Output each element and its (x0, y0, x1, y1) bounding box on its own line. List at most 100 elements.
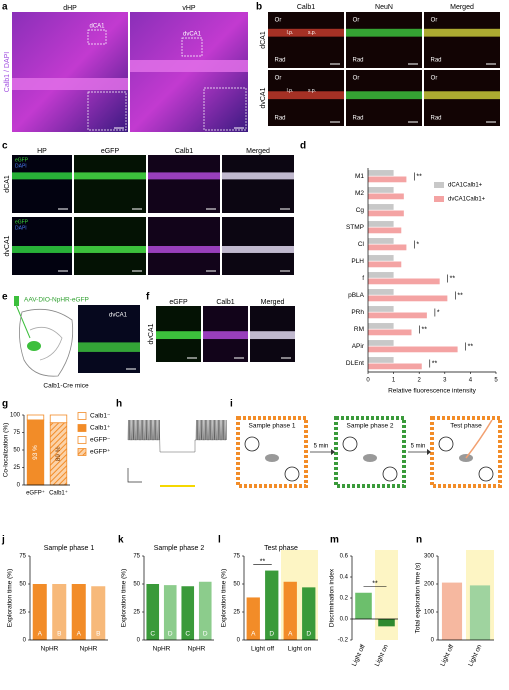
bar (181, 586, 195, 640)
y-tick-label: 100 (10, 413, 21, 419)
label: Or (353, 76, 360, 82)
bar (378, 619, 395, 627)
bar (32, 584, 47, 640)
bar-letter: B (96, 631, 100, 638)
y-axis-label: Total exploration time (s) (415, 563, 422, 634)
legend-label: eGFP⁺ (90, 449, 111, 456)
voltage-trace (127, 419, 227, 453)
legend-label: Calb1⁺ (90, 425, 111, 432)
label: eGFP (15, 219, 29, 225)
bar-letter: B (57, 631, 61, 638)
label: Sample phase 2 (347, 423, 394, 430)
bar (283, 581, 297, 640)
panel-letter: l (218, 535, 221, 546)
scale-bar (127, 468, 142, 483)
label: AAV-DIO-NpHR-eGFP (24, 297, 89, 304)
label: Test phase (450, 423, 482, 430)
inset-box (87, 91, 127, 131)
panel-letter: m (330, 535, 339, 546)
legend-label: eGFP⁻ (90, 437, 111, 444)
y-tick-label: 50 (13, 448, 20, 454)
label: Or (275, 18, 282, 24)
chart-title: Test phase (264, 545, 298, 552)
cell-layer (148, 246, 220, 253)
object (342, 436, 358, 452)
cell-layer (148, 172, 220, 180)
y-axis-label: Discrimination index (329, 568, 336, 627)
cell-layer (78, 342, 140, 352)
bar (368, 272, 394, 278)
bar-letter: D (269, 631, 274, 638)
cell-layer (12, 246, 72, 253)
label: Sample phase 1 (249, 423, 296, 430)
label: Merged (450, 4, 474, 11)
cell-layer (74, 172, 146, 180)
y-axis-label: Exploration time (%) (121, 569, 128, 628)
object (244, 436, 260, 452)
significance: ** (260, 558, 266, 565)
label: dvCA1 (109, 313, 128, 319)
bar (368, 210, 404, 217)
bar (368, 187, 394, 193)
panel-letter: k (118, 535, 124, 546)
label: Or (431, 18, 438, 24)
label: Calb1 / DAPI (4, 52, 11, 93)
bar (198, 581, 212, 640)
label: dvCA1 (148, 323, 155, 344)
bar (368, 295, 448, 302)
y-tick-label: 50 (19, 582, 26, 588)
label: 5 min (411, 444, 426, 450)
object (478, 466, 494, 482)
bar (368, 340, 394, 346)
cell-layer (346, 28, 422, 37)
bar (368, 221, 394, 227)
mouse (265, 454, 279, 462)
label: DAPI (15, 163, 27, 169)
legend-swatch (77, 412, 87, 420)
label: dvCA1 (260, 87, 267, 108)
y-tick-label: 0 (237, 638, 241, 644)
value-label: 93 % (32, 445, 39, 460)
micrograph (12, 155, 72, 213)
label: dCA1 (260, 31, 267, 49)
y-tick-label: 0 (17, 483, 21, 489)
bar (368, 306, 394, 312)
arrow-head (331, 449, 335, 455)
label: NeuN (375, 4, 393, 11)
label: 5 min (314, 444, 329, 450)
bar (91, 586, 106, 640)
cell-layer (203, 331, 248, 340)
x-tick-label: Light off (351, 643, 367, 667)
label: HP (37, 148, 47, 155)
y-tick-label: 0.6 (340, 554, 349, 560)
panel-letter: b (256, 2, 262, 13)
inset-box (87, 29, 107, 45)
bar (368, 193, 404, 200)
bar (368, 346, 458, 353)
bar (368, 255, 394, 261)
cell-layer (346, 91, 422, 100)
cell-layer (250, 331, 295, 340)
significance: * (416, 241, 419, 248)
cell-layer (12, 172, 72, 180)
injection-site (27, 341, 41, 351)
inset-box (203, 87, 247, 131)
cell-layer (222, 246, 294, 253)
bar (368, 170, 394, 176)
y-tick-label: 25 (233, 610, 240, 616)
object (382, 466, 398, 482)
significance: ** (422, 326, 428, 333)
legend-swatch (434, 196, 444, 202)
light-on-shade (375, 550, 398, 640)
brain-outline (19, 308, 74, 377)
y-tick-label: 25 (19, 610, 26, 616)
micrograph (12, 12, 128, 132)
object (284, 466, 300, 482)
x-tick-label: 2 (418, 378, 422, 384)
y-tick-label: 25 (133, 610, 140, 616)
cell-layer (130, 60, 248, 72)
hippocampus (29, 326, 63, 361)
bar (52, 584, 67, 640)
x-tick-label: Light on (467, 643, 483, 667)
object (438, 436, 454, 452)
